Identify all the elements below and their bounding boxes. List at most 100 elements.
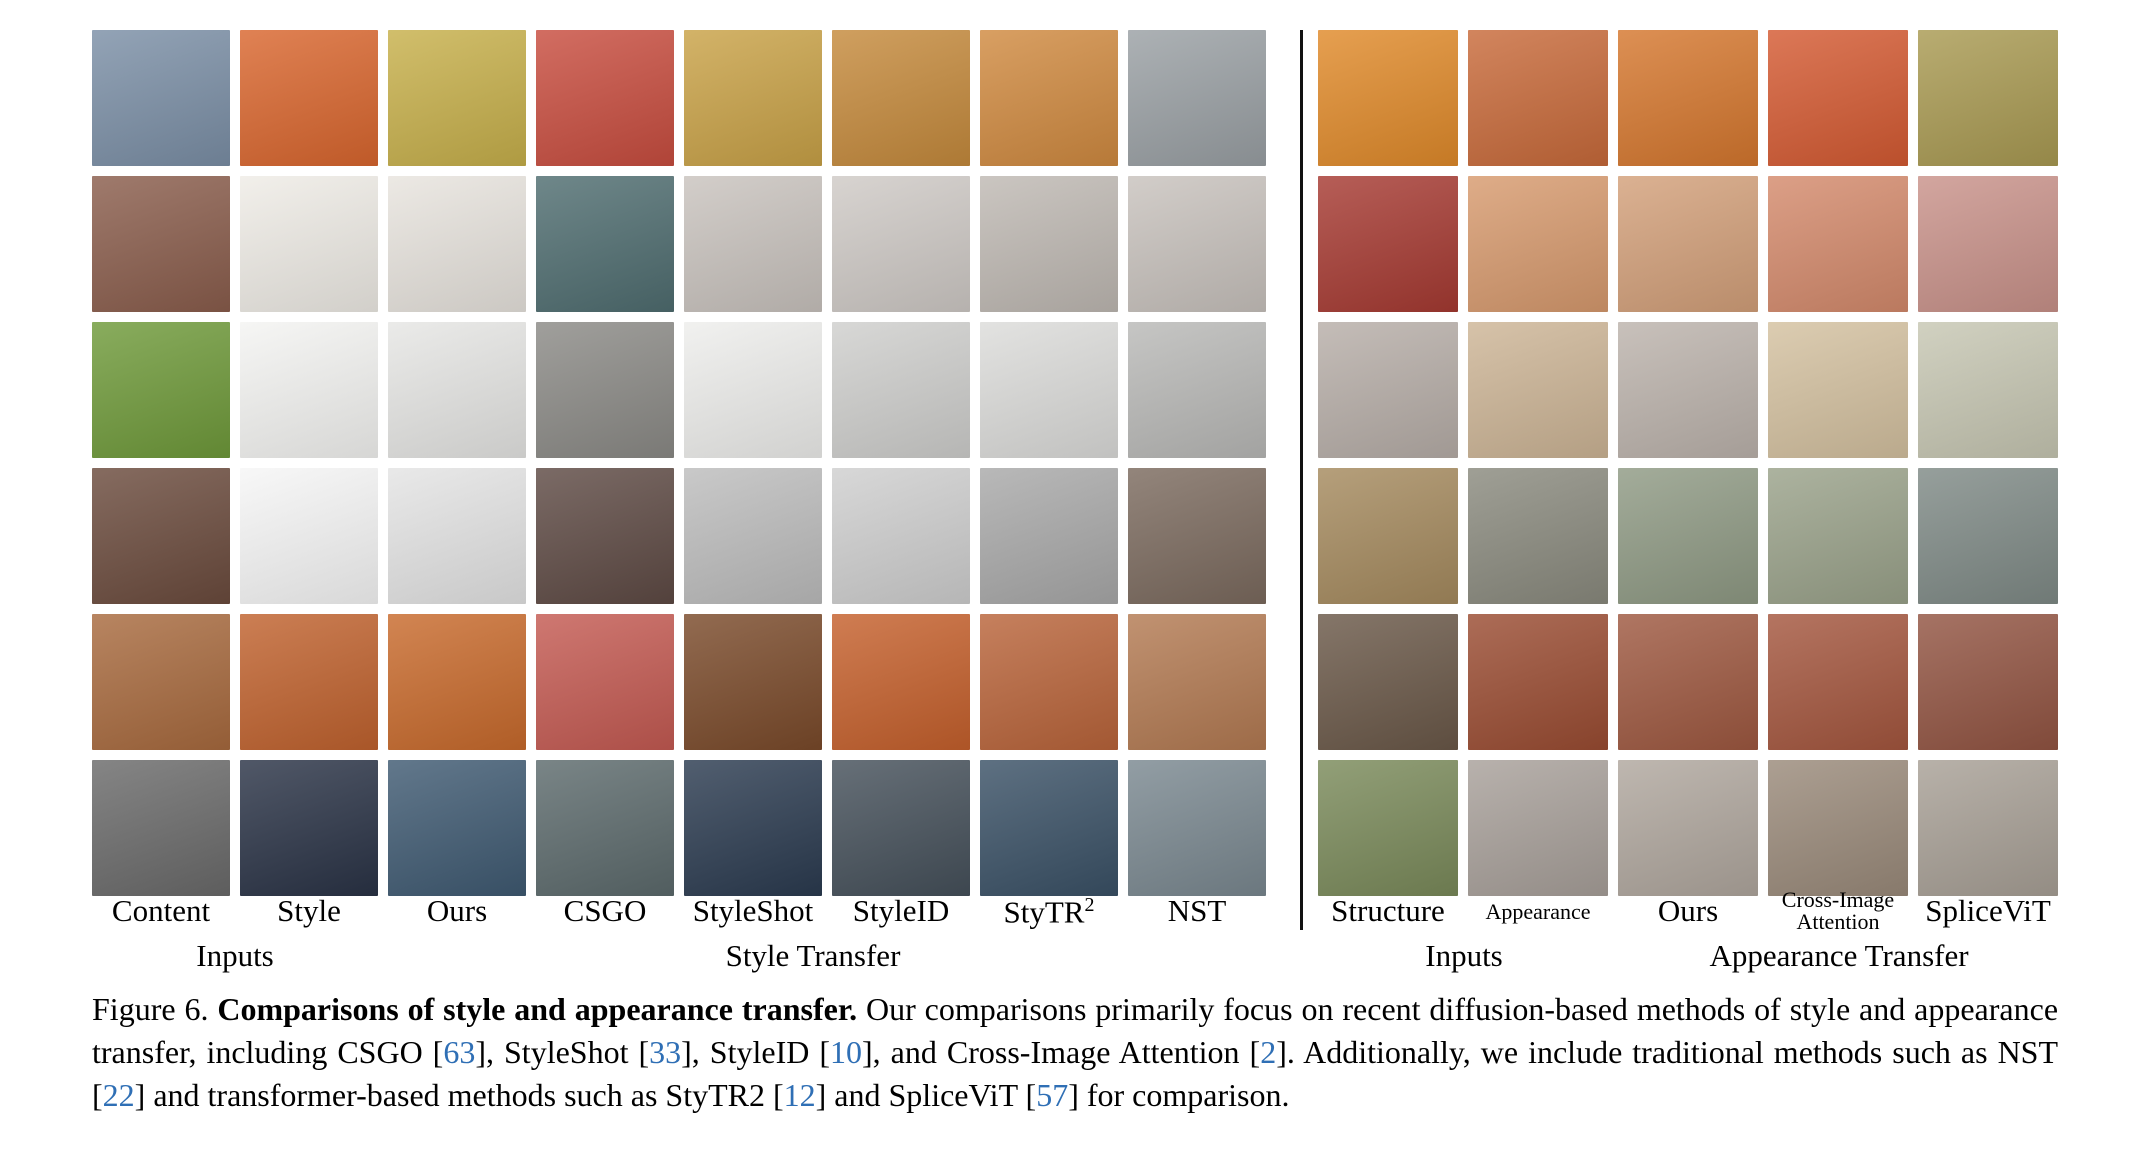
style-image-r3-c4: [536, 322, 674, 458]
appearance-column-labels: Structure Appearance Ours Cross-Image At…: [1318, 889, 2058, 934]
style-image-r2-c8: [1128, 176, 1266, 312]
appearance-image-r3-c4: [1768, 322, 1908, 458]
caption-text-3: ], StyleID [: [681, 1034, 831, 1070]
appearance-image-r2-c5: [1918, 176, 2058, 312]
column-label-spliceviT: SpliceViT: [1925, 893, 2051, 928]
style-image-r6-c4: [536, 760, 674, 896]
column-label-appearance: Appearance: [1485, 899, 1591, 924]
style-image-r4-c5: [684, 468, 822, 604]
style-image-r4-c2: [240, 468, 378, 604]
appearance-image-r6-c1: [1318, 760, 1458, 896]
style-image-r3-c3: [388, 322, 526, 458]
appearance-image-r5-c2: [1468, 614, 1608, 750]
style-image-r1-c6: [832, 30, 970, 166]
appearance-image-r5-c5: [1918, 614, 2058, 750]
group-label-appearance-transfer: Appearance Transfer: [1709, 938, 1969, 973]
citation-link[interactable]: 63: [443, 1034, 476, 1070]
style-image-r3-c8: [1128, 322, 1266, 458]
citation-link[interactable]: 2: [1260, 1034, 1277, 1070]
style-image-r5-c6: [832, 614, 970, 750]
column-label-ours: Ours: [426, 893, 488, 928]
appearance-image-r4-c3: [1618, 468, 1758, 604]
style-image-r6-c8: [1128, 760, 1266, 896]
citation-link[interactable]: 33: [649, 1034, 682, 1070]
citation-link[interactable]: 22: [102, 1077, 135, 1113]
style-image-r5-c4: [536, 614, 674, 750]
style-image-r2-c5: [684, 176, 822, 312]
style-image-r5-c8: [1128, 614, 1266, 750]
caption-text-6: ] and transformer-based methods such as …: [134, 1077, 784, 1113]
group-label-style-transfer: Style Transfer: [725, 938, 901, 973]
appearance-image-r5-c3: [1618, 614, 1758, 750]
appearance-image-r4-c5: [1918, 468, 2058, 604]
style-image-r2-c7: [980, 176, 1118, 312]
style-image-r6-c3: [388, 760, 526, 896]
appearance-image-r2-c2: [1468, 176, 1608, 312]
stytr-name: StyTR: [1003, 894, 1085, 930]
style-image-r4-c3: [388, 468, 526, 604]
appearance-image-r3-c2: [1468, 322, 1608, 458]
style-image-r2-c4: [536, 176, 674, 312]
style-image-r2-c2: [240, 176, 378, 312]
style-image-r6-c6: [832, 760, 970, 896]
appearance-image-r6-c2: [1468, 760, 1608, 896]
appearance-image-r4-c1: [1318, 468, 1458, 604]
style-image-r1-c2: [240, 30, 378, 166]
column-label-content: Content: [111, 893, 211, 928]
style-image-r1-c5: [684, 30, 822, 166]
appearance-transfer-panel: Structure Appearance Ours Cross-Image At…: [1318, 30, 2058, 973]
citation-link[interactable]: 12: [783, 1077, 816, 1113]
style-image-r4-c1: [92, 468, 230, 604]
style-image-r4-c7: [980, 468, 1118, 604]
style-image-r1-c1: [92, 30, 230, 166]
style-image-r5-c3: [388, 614, 526, 750]
group-label-inputs-appearance: Inputs: [1425, 938, 1503, 973]
caption-prefix: Figure 6.: [92, 991, 218, 1027]
caption-text-7: ] and SpliceViT [: [815, 1077, 1037, 1113]
panel-divider: [1300, 30, 1303, 930]
appearance-image-r6-c5: [1918, 760, 2058, 896]
style-image-r6-c1: [92, 760, 230, 896]
appearance-image-r2-c4: [1768, 176, 1908, 312]
cross-image-line2: Attention: [1796, 909, 1880, 934]
appearance-image-r4-c4: [1768, 468, 1908, 604]
citation-link[interactable]: 57: [1036, 1077, 1069, 1113]
style-image-r4-c6: [832, 468, 970, 604]
appearance-image-r1-c1: [1318, 30, 1458, 166]
caption-title: Comparisons of style and appearance tran…: [217, 991, 858, 1027]
column-label-style: Style: [277, 893, 341, 928]
appearance-image-r1-c5: [1918, 30, 2058, 166]
style-image-r5-c2: [240, 614, 378, 750]
style-image-r2-c6: [832, 176, 970, 312]
column-label-nst: NST: [1167, 893, 1227, 928]
style-image-r1-c4: [536, 30, 674, 166]
appearance-group-labels: Inputs Appearance Transfer: [1318, 938, 2058, 978]
appearance-image-r3-c5: [1918, 322, 2058, 458]
style-image-r6-c5: [684, 760, 822, 896]
appearance-image-r3-c3: [1618, 322, 1758, 458]
column-label-styleid: StyleID: [852, 893, 950, 928]
column-label-ours-appearance: Ours: [1657, 893, 1719, 928]
style-image-r6-c7: [980, 760, 1118, 896]
column-label-structure: Structure: [1331, 893, 1445, 928]
figure-caption: Figure 6. Comparisons of style and appea…: [92, 988, 2058, 1117]
appearance-transfer-image-grid: [1318, 30, 2058, 896]
citation-link[interactable]: 10: [830, 1034, 863, 1070]
column-label-stytr: StyTR2: [980, 895, 1118, 927]
style-image-r1-c7: [980, 30, 1118, 166]
caption-text-5: ]. Additionally, we include traditional …: [92, 1034, 2059, 1113]
caption-text-2: ], StyleShot [: [475, 1034, 650, 1070]
caption-text-8: ] for comparison.: [1068, 1077, 1290, 1113]
style-image-r5-c5: [684, 614, 822, 750]
style-image-r1-c3: [388, 30, 526, 166]
appearance-image-r4-c2: [1468, 468, 1608, 604]
style-image-r3-c6: [832, 322, 970, 458]
appearance-image-r6-c4: [1768, 760, 1908, 896]
cross-image-line1: Cross-Image: [1781, 887, 1895, 912]
column-label-csgo: CSGO: [563, 893, 647, 928]
style-image-r4-c8: [1128, 468, 1266, 604]
appearance-image-r1-c4: [1768, 30, 1908, 166]
appearance-image-r3-c1: [1318, 322, 1458, 458]
style-image-r3-c7: [980, 322, 1118, 458]
group-label-inputs: Inputs: [196, 938, 274, 973]
